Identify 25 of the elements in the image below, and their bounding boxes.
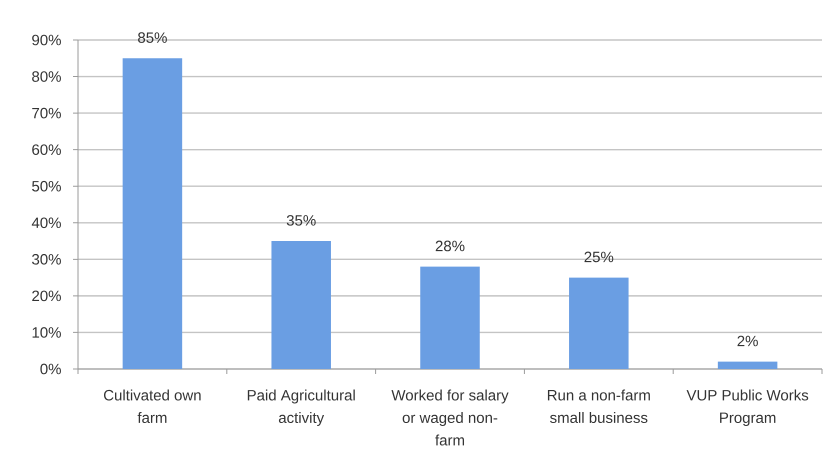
bar bbox=[271, 241, 331, 369]
bar bbox=[420, 266, 480, 369]
data-label: 2% bbox=[738, 336, 758, 346]
bar bbox=[569, 278, 629, 369]
bar bbox=[122, 58, 182, 369]
data-label: 28% bbox=[436, 240, 464, 252]
x-tick-label: Worked for salary or waged non-farm bbox=[391, 390, 509, 446]
y-tick-label: 70% bbox=[32, 108, 61, 118]
y-tick-label: 20% bbox=[32, 290, 61, 302]
data-label: 35% bbox=[286, 215, 316, 226]
bar bbox=[718, 362, 778, 369]
y-tick-label: 80% bbox=[32, 71, 61, 82]
y-tick-label: 60% bbox=[32, 144, 61, 155]
data-label: 85% bbox=[138, 32, 167, 43]
y-tick-label: 30% bbox=[32, 254, 61, 265]
y-tick-label: 40% bbox=[32, 217, 61, 228]
data-label: 25% bbox=[584, 252, 614, 262]
y-tick-label: 50% bbox=[32, 180, 61, 192]
y-tick-label: 10% bbox=[32, 327, 61, 338]
x-tick-label: Cultivated own farm bbox=[104, 390, 201, 424]
x-tick-label: Paid Agricultural activity bbox=[248, 390, 355, 426]
y-tick-label: 90% bbox=[32, 34, 61, 46]
x-tick-label: VUP Public Works Program bbox=[686, 390, 808, 426]
x-tick-label: Run a non-farm small business bbox=[548, 390, 650, 423]
y-tick-label: 0% bbox=[40, 364, 61, 374]
